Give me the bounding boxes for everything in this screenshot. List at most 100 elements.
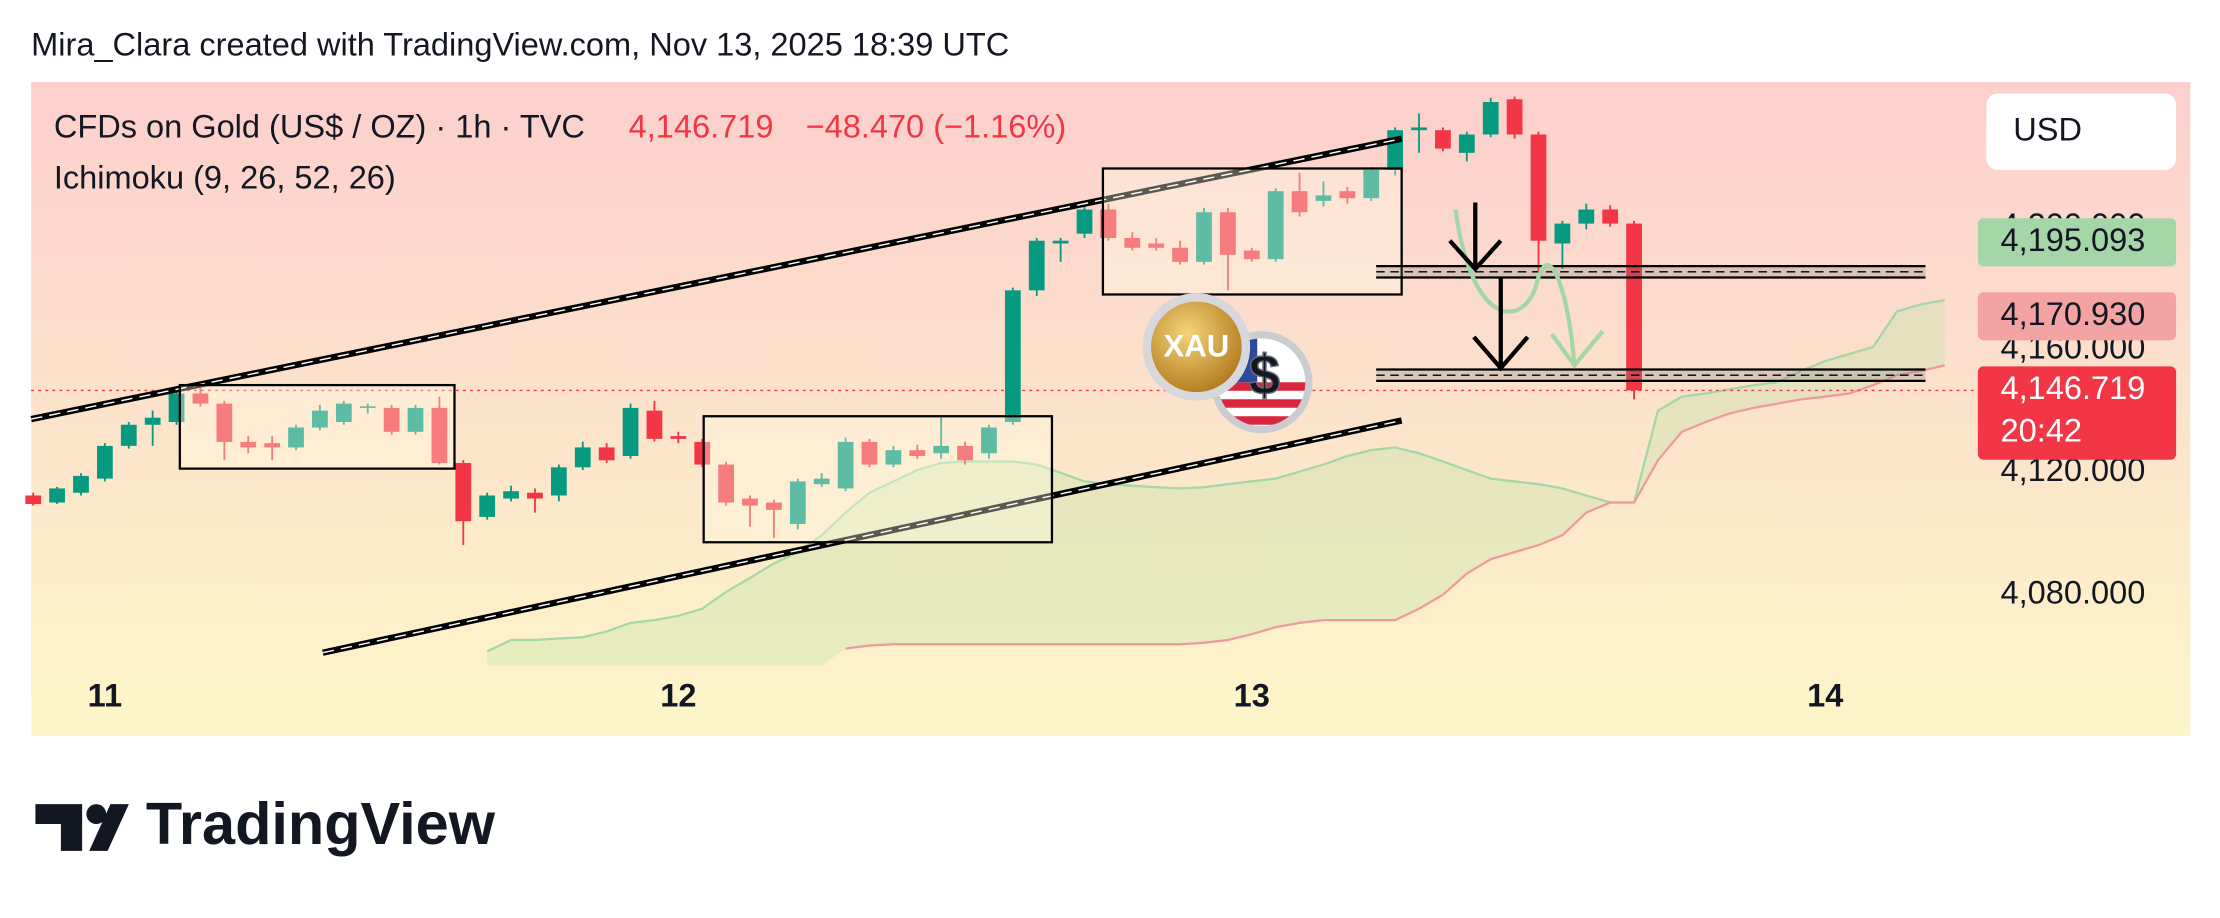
candle-body xyxy=(1482,102,1499,135)
x-tick-label: 12 xyxy=(660,678,696,714)
coin-glyph: XAU xyxy=(1164,329,1230,364)
candle-body xyxy=(742,498,758,506)
candle-body xyxy=(1458,134,1475,153)
x-tick-label: 13 xyxy=(1234,678,1270,714)
down-arrow xyxy=(1448,202,1503,273)
candle-body xyxy=(646,410,663,439)
candle-body xyxy=(1339,191,1356,199)
attribution: Mira_Clara created with TradingView.com,… xyxy=(31,26,1009,62)
candle-body xyxy=(1411,127,1427,131)
last-value: 4,146.719 xyxy=(629,108,774,144)
candle-body xyxy=(981,427,997,454)
down-arrow xyxy=(1472,277,1530,372)
candle-body xyxy=(622,407,639,456)
candle-body xyxy=(813,478,830,485)
candle-body xyxy=(1172,247,1188,262)
candle-body xyxy=(479,495,496,517)
candle-body xyxy=(1100,209,1117,238)
candle-body xyxy=(455,463,472,522)
candle-body xyxy=(240,441,257,448)
level-band xyxy=(1376,265,1926,279)
candle-body xyxy=(1076,209,1093,234)
candle-body xyxy=(288,427,304,448)
price-label: 4,195.093 xyxy=(2001,222,2146,258)
price-label-box xyxy=(1977,366,2177,460)
currency-button[interactable] xyxy=(1986,93,2177,170)
flag-stripe xyxy=(1217,399,1306,408)
candle-body xyxy=(1196,212,1212,262)
candle-body xyxy=(885,450,902,465)
candle-body xyxy=(933,445,950,454)
candle-body xyxy=(383,407,400,432)
range-box xyxy=(1101,167,1403,296)
candle-body xyxy=(527,492,543,499)
candle-body xyxy=(1363,169,1380,199)
candle-body xyxy=(49,488,65,503)
candle-body xyxy=(1315,195,1332,201)
logo-mark xyxy=(35,804,83,851)
candle-body xyxy=(574,447,591,468)
candle-body xyxy=(216,403,233,442)
price-label-box xyxy=(1977,292,2177,341)
flag-stripe xyxy=(1217,416,1306,425)
candle-body xyxy=(1148,243,1165,248)
candle-body xyxy=(1028,240,1045,291)
candle-body xyxy=(861,441,878,465)
drawings: $ XAU xyxy=(30,135,1926,656)
candle-body xyxy=(96,445,113,479)
price-label: 4,170.930 xyxy=(2001,296,2146,332)
trendline-dash xyxy=(31,138,1402,420)
cloud-fill xyxy=(487,300,1945,666)
candle-body xyxy=(335,403,352,422)
candle-body xyxy=(1602,209,1619,224)
price-axis: 4,080.0004,120.0004,160.0004,200.0004,19… xyxy=(1977,207,2177,610)
candle-body xyxy=(25,495,42,505)
candle-body xyxy=(909,450,926,456)
level-band xyxy=(1376,368,1926,382)
range-box xyxy=(178,383,456,470)
projection-arrowhead xyxy=(1550,329,1605,369)
logo-dot xyxy=(86,804,107,824)
candle-body xyxy=(1530,134,1547,241)
logo: TradingView xyxy=(35,790,496,857)
candle-body xyxy=(1004,290,1021,422)
candle-body xyxy=(1554,223,1571,244)
candle-body xyxy=(192,393,209,404)
candle-body xyxy=(144,417,161,425)
candle-body xyxy=(694,441,711,465)
chart-title: CFDs on Gold (US$ / OZ) · 1h · TVC xyxy=(54,108,585,144)
candle-body xyxy=(1435,130,1451,149)
change: −48.470 (−1.16%) xyxy=(806,108,1067,144)
candle-body xyxy=(431,407,448,464)
projection-arrow xyxy=(1453,209,1577,366)
price-label-box xyxy=(1977,218,2177,267)
plot xyxy=(25,96,1976,666)
candle-body xyxy=(1124,237,1141,248)
indicator-label: Ichimoku (9, 26, 52, 26) xyxy=(54,159,396,195)
candle-body xyxy=(1291,191,1308,213)
candle-body xyxy=(718,464,735,503)
x-tick-label: 14 xyxy=(1807,678,1843,714)
candle-body xyxy=(1506,99,1523,135)
candle-body xyxy=(1267,191,1284,260)
candle-body xyxy=(1243,250,1260,260)
candle-body xyxy=(1626,223,1642,391)
countdown: 20:42 xyxy=(2001,412,2082,448)
ichimoku-line xyxy=(486,299,1945,653)
y-tick-label: 4,080.000 xyxy=(2001,574,2146,610)
candle-body xyxy=(73,475,89,493)
logo-mark xyxy=(89,804,129,851)
range-box xyxy=(702,415,1054,544)
candle-body xyxy=(312,410,328,428)
coin xyxy=(1151,301,1242,393)
candle-body xyxy=(359,406,376,408)
currency-label[interactable]: USD xyxy=(2013,111,2082,147)
candle-body xyxy=(503,491,519,499)
candle-body xyxy=(789,481,806,524)
candle-body xyxy=(550,467,567,496)
candle-body xyxy=(598,447,615,461)
x-tick-label: 11 xyxy=(88,678,122,714)
candle-body xyxy=(1578,209,1595,224)
candle-body xyxy=(407,407,424,432)
